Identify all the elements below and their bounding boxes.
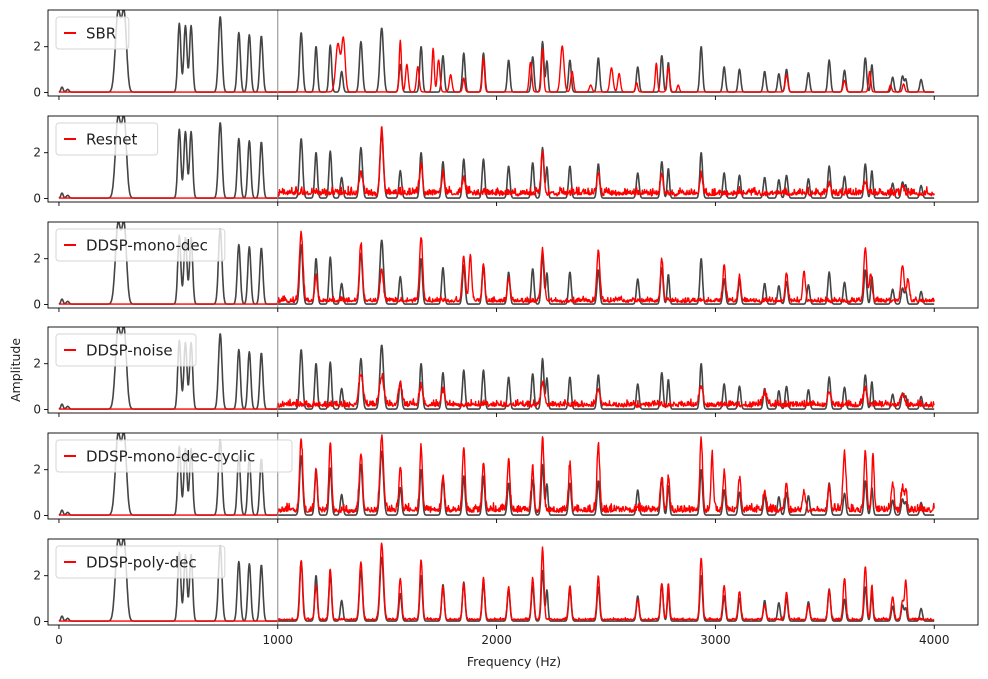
legend-label: DDSP-noise	[86, 342, 173, 360]
y-tick-label: 0	[33, 615, 41, 629]
legend-box	[55, 122, 159, 156]
legend: DDSP-noise	[55, 333, 197, 367]
series-line-DDSP-poly-dec	[58, 542, 935, 622]
y-tick-label: 2	[33, 357, 41, 371]
legend: Resnet	[55, 122, 159, 156]
x-tick-label: 1000	[262, 633, 293, 647]
plot-area-6	[58, 539, 935, 622]
y-tick-label: 2	[33, 463, 41, 477]
legend-box	[55, 16, 130, 50]
series-line-SBR	[58, 36, 935, 93]
y-tick-label: 2	[33, 146, 41, 160]
subplots: 0 2 SBR 0 2 Resnet 0 2 DDSP-mono-dec 0 2 DDSP-noise…	[33, 9, 979, 647]
legend: DDSP-mono-dec	[55, 228, 226, 262]
subplot-4: 0 2 DDSP-noise	[33, 326, 979, 417]
y-tick-label: 2	[33, 252, 41, 266]
series-line-DDSP-mono-dec	[58, 230, 935, 305]
subplot-3: 0 2 DDSP-mono-dec	[33, 221, 979, 312]
axes-frame	[47, 9, 979, 97]
legend: DDSP-mono-dec-cyclic	[55, 439, 293, 473]
legend-box	[55, 333, 197, 367]
legend-label: DDSP-mono-dec	[86, 237, 208, 255]
y-tick-label: 0	[33, 509, 41, 523]
legend: DDSP-poly-dec	[55, 545, 226, 579]
legend-box	[55, 228, 226, 262]
legend: SBR	[55, 16, 130, 50]
subplot-2: 0 2 Resnet	[33, 115, 979, 206]
legend-box	[55, 439, 293, 473]
axes-frame	[47, 538, 979, 626]
plot-area-3	[58, 222, 935, 305]
subplot-5: 0 2 DDSP-mono-dec-cyclic	[33, 432, 979, 523]
subplot-1: 0 2 SBR	[33, 9, 979, 100]
axes-frame	[47, 115, 979, 203]
series-line-DDSP-noise	[58, 372, 935, 410]
axes-frame	[47, 221, 979, 309]
plot-area-4	[58, 327, 935, 410]
plot-area-2	[58, 116, 935, 199]
reference-line	[58, 116, 935, 199]
legend-label: SBR	[86, 25, 116, 43]
y-tick-label: 2	[33, 40, 41, 54]
x-tick-label: 4000	[919, 633, 950, 647]
y-tick-label: 0	[33, 403, 41, 417]
subplot-6: 0 2 DDSP-poly-dec	[33, 538, 979, 629]
x-tick-label: 0	[55, 633, 63, 647]
y-tick-label: 0	[33, 192, 41, 206]
plot-area-1	[58, 10, 935, 93]
legend-box	[55, 545, 226, 579]
plot-area-5	[58, 433, 935, 516]
y-tick-label: 0	[33, 298, 41, 312]
y-tick-label: 0	[33, 86, 41, 100]
legend-label: DDSP-mono-dec-cyclic	[86, 448, 255, 466]
axes-frame	[47, 432, 979, 520]
y-tick-label: 2	[33, 569, 41, 583]
x-axis-label: Frequency (Hz)	[467, 654, 561, 669]
legend-label: DDSP-poly-dec	[86, 554, 197, 572]
legend-label: Resnet	[86, 131, 138, 149]
x-tick-label: 3000	[700, 633, 731, 647]
y-axis-label: Amplitude	[8, 338, 23, 402]
axes-frame	[47, 326, 979, 414]
x-tick-label: 2000	[481, 633, 512, 647]
reference-line	[58, 10, 935, 93]
series-line-Resnet	[58, 126, 935, 199]
series-line-DDSP-mono-dec-cyclic	[58, 434, 935, 516]
